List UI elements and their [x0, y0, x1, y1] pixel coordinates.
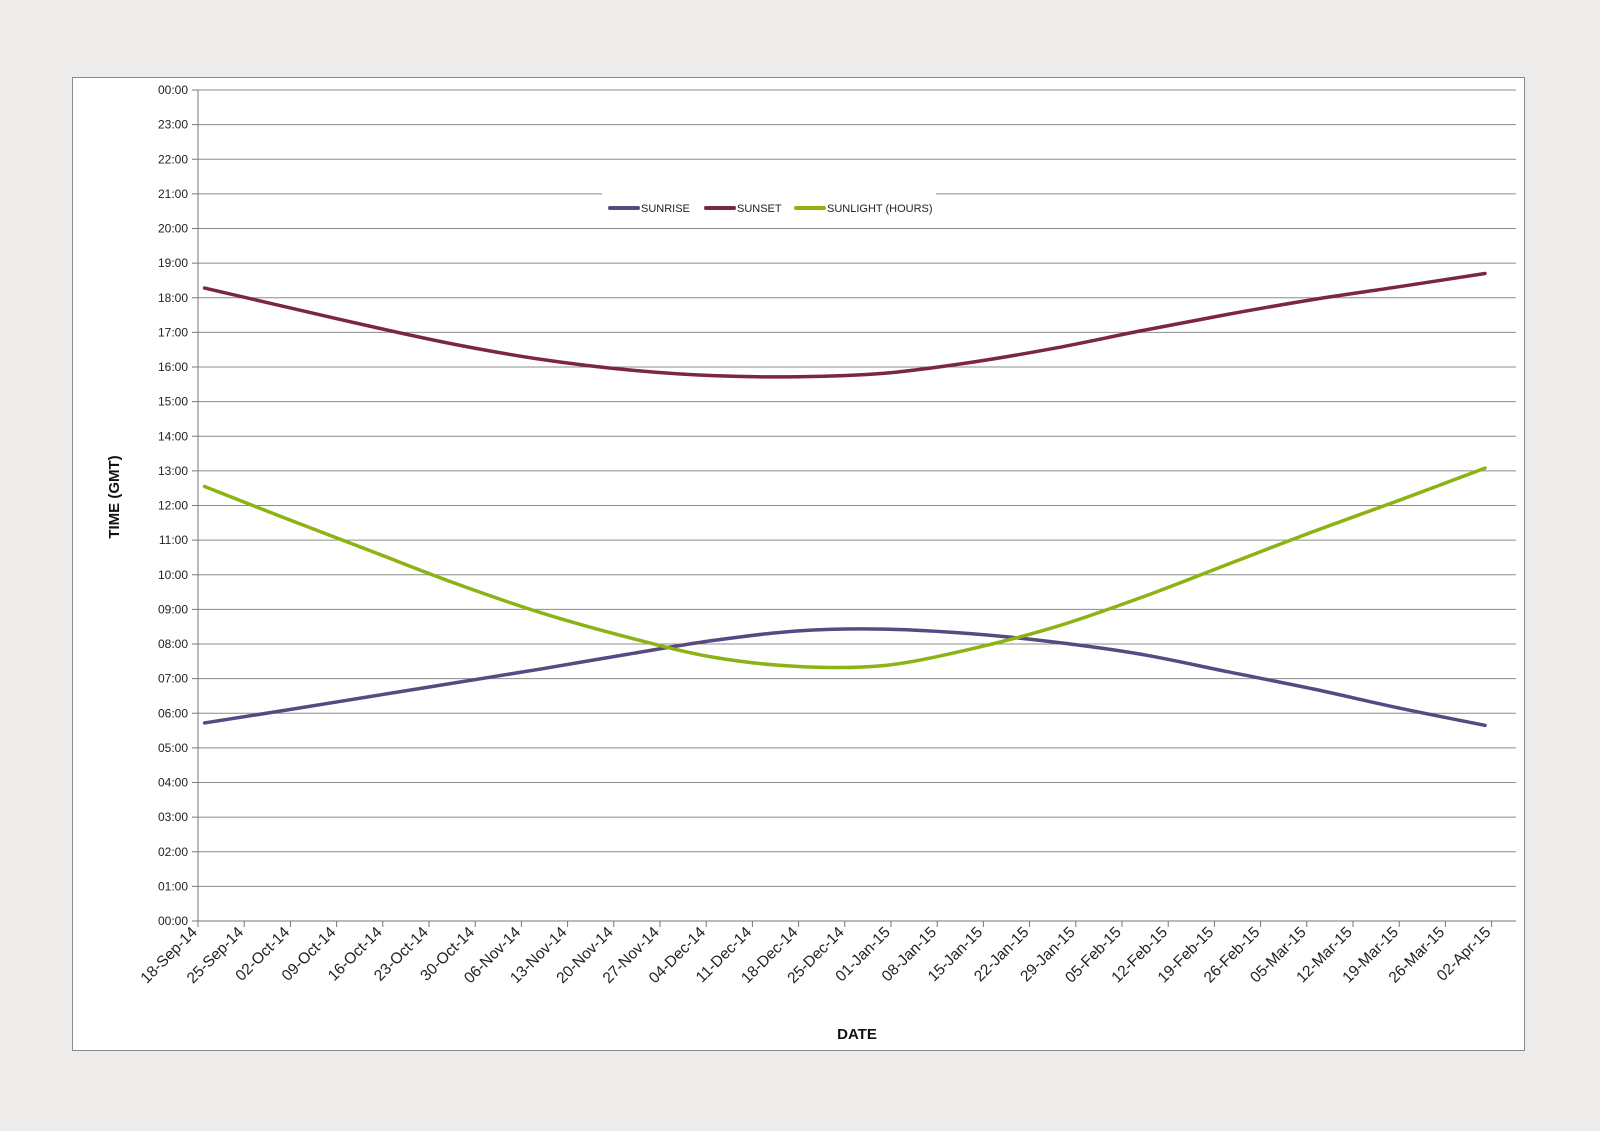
- legend-label-sunset: SUNSET: [737, 203, 782, 215]
- y-tick-label: 04:00: [158, 776, 188, 790]
- x-axis-ticks: 18-Sep-1425-Sep-1402-Oct-1409-Oct-1416-O…: [138, 921, 1494, 987]
- y-tick-label: 14:00: [158, 429, 188, 443]
- y-tick-label: 02:00: [158, 845, 188, 859]
- y-tick-label: 12:00: [158, 499, 188, 513]
- y-axis-title: TIME (GMT): [106, 455, 123, 538]
- y-tick-label: 20:00: [158, 222, 188, 236]
- y-tick-label: 06:00: [158, 706, 188, 720]
- y-tick-label: 23:00: [158, 118, 188, 132]
- series-lines: [202, 271, 1487, 728]
- chart-area: [72, 77, 1525, 1051]
- y-tick-label: 00:00: [158, 83, 188, 97]
- y-tick-label: 08:00: [158, 637, 188, 651]
- series-line-sunrise: [202, 627, 1487, 728]
- y-tick-label: 18:00: [158, 291, 188, 305]
- y-tick-label: 03:00: [158, 810, 188, 824]
- y-tick-label: 01:00: [158, 879, 188, 893]
- y-tick-label: 09:00: [158, 602, 188, 616]
- y-tick-label: 17:00: [158, 325, 188, 339]
- y-axis-ticks: 00:00 01:00 02:00 03:00 04:00 05:00 06:00 07:00…: [158, 83, 198, 928]
- y-tick-label: 16:00: [158, 360, 188, 374]
- y-tick-label: 10:00: [158, 568, 188, 582]
- series-line-sunlight-hours: [202, 466, 1487, 670]
- y-tick-label: 13:00: [158, 464, 188, 478]
- x-axis-title: DATE: [837, 1026, 877, 1043]
- legend-label-sunrise: SUNRISE: [641, 203, 690, 215]
- y-tick-label: 21:00: [158, 187, 188, 201]
- legend: SUNRISE SUNSET SUNLIGHT (HOURS): [602, 190, 936, 228]
- y-tick-label: 19:00: [158, 256, 188, 270]
- y-tick-label: 11:00: [159, 533, 188, 547]
- axes: [197, 90, 1516, 922]
- y-tick-label: 07:00: [158, 672, 188, 686]
- y-tick-label: 05:00: [158, 741, 188, 755]
- y-tick-label: 00:00: [158, 914, 188, 928]
- y-tick-label: 15:00: [158, 395, 188, 409]
- legend-label-sunlight: SUNLIGHT (HOURS): [827, 203, 933, 215]
- y-tick-label: 22:00: [158, 152, 188, 166]
- series-line-sunset: [202, 271, 1487, 379]
